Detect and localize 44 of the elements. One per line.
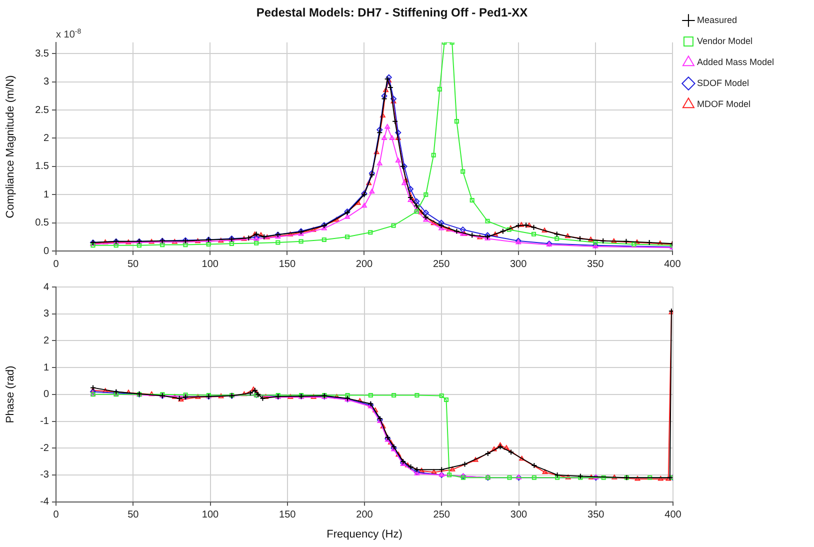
y-axis-title: Phase (rad) xyxy=(4,366,17,424)
x-tick-label: 300 xyxy=(510,510,528,521)
legend-label: SDOF Model xyxy=(696,78,749,88)
legend-label: Added Mass Model xyxy=(696,56,774,67)
x-tick-label: 350 xyxy=(587,258,604,270)
x-tick-label: 50 xyxy=(128,510,140,521)
y-tick-label: 2 xyxy=(43,132,50,144)
legend-label: MDOF Model xyxy=(696,98,750,109)
x-tick-label: 250 xyxy=(432,258,450,270)
x-tick-label: 200 xyxy=(356,258,374,270)
legend-label: Vendor Model xyxy=(696,36,753,46)
y-tick-label: 4 xyxy=(43,282,50,293)
y-tick-label: 3 xyxy=(43,308,50,320)
y-tick-label: 2 xyxy=(43,335,50,346)
x-tick-label: 0 xyxy=(53,510,60,521)
x-tick-label: 50 xyxy=(127,258,140,270)
y-tick-label: 3 xyxy=(43,76,50,88)
x-tick-label: 200 xyxy=(356,510,374,521)
x-tick-label: 0 xyxy=(53,258,60,270)
y-tick-label: -3 xyxy=(40,470,50,481)
y-tick-label: 3.5 xyxy=(35,48,50,60)
x-tick-label: 150 xyxy=(279,510,296,521)
legend-label: Measured xyxy=(696,14,737,25)
x-tick-label: 150 xyxy=(278,258,296,270)
x-tick-label: 400 xyxy=(664,258,682,270)
y-tick-label: 1 xyxy=(43,189,50,200)
y-axis-title: Compliance Magnitude (m/N) xyxy=(4,75,17,218)
x-axis-title: Frequency (Hz) xyxy=(326,528,402,540)
y-tick-label: -1 xyxy=(40,416,50,427)
x-tick-label: 400 xyxy=(664,510,682,521)
y-tick-label: 0.5 xyxy=(35,218,50,229)
x-tick-label: 300 xyxy=(510,258,528,270)
y-tick-label: -4 xyxy=(40,496,50,508)
y-tick-label: 1 xyxy=(43,362,50,374)
x-tick-label: 100 xyxy=(202,258,219,270)
y-tick-label: 0 xyxy=(43,389,50,400)
y-tick-label: -2 xyxy=(40,442,50,454)
x-tick-label: 350 xyxy=(588,510,605,521)
chart-title: Pedestal Models: DH7 - Stiffening Off - Ped1-XX xyxy=(256,6,528,20)
y-tick-label: 2.5 xyxy=(35,104,50,116)
x-tick-label: 100 xyxy=(202,510,220,521)
y-tick-label: 1.5 xyxy=(35,161,50,172)
x-tick-label: 250 xyxy=(433,510,450,521)
y-tick-label: 0 xyxy=(43,246,50,257)
